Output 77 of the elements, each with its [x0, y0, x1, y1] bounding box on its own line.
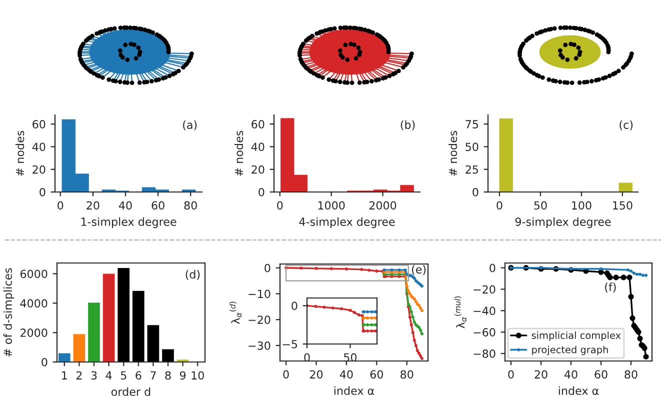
y-tick-label: 6000 — [20, 270, 48, 278]
x-tick-label: 20 — [86, 201, 100, 210]
y-axis-title: # nodes — [16, 130, 24, 176]
y-axis-title: # nodes — [448, 130, 458, 176]
x-tick-label: 8 — [165, 371, 171, 380]
annotation: (b) — [400, 120, 415, 130]
x-tick-label: 60 — [152, 201, 164, 210]
legend-label: simplicial complex — [532, 331, 621, 341]
x-tick-label: 0 — [283, 370, 289, 379]
annotation: (d) — [186, 270, 200, 280]
x-tick-label: 1 — [62, 371, 67, 380]
y-tick-label: 20 — [32, 165, 46, 174]
x-axis-title: index α — [334, 386, 374, 395]
y-tick-label: 40 — [32, 142, 46, 152]
y-tick-label: 0 — [40, 188, 46, 196]
x-tick-label: 3 — [91, 371, 97, 380]
x-tick-label: 7 — [150, 371, 156, 380]
x-tick-label: 80 — [400, 370, 414, 379]
x-tick-label: 80 — [624, 370, 638, 379]
x-tick-label: 40 — [564, 370, 578, 379]
y-tick-label: 2000 — [20, 328, 48, 337]
y-tick-label: −5 — [282, 340, 297, 348]
x-tick-label: 2000 — [369, 201, 396, 210]
x-tick-label: 60 — [370, 370, 383, 379]
x-tick-label: 80 — [184, 201, 197, 210]
x-tick-label: 40 — [340, 370, 353, 379]
annotation: (c) — [620, 120, 633, 130]
y-tick-label: 60 — [32, 120, 46, 128]
x-axis-title: index α — [558, 386, 599, 395]
x-tick-label: 9 — [180, 371, 186, 380]
y-tick-label: 50 — [466, 142, 478, 152]
x-axis-title: 4-simplex degree — [299, 217, 395, 228]
annotation: (e) — [412, 264, 426, 275]
annotation: (a) — [183, 120, 197, 130]
y-tick-label: 25 — [466, 165, 478, 174]
x-tick-label: 20 — [310, 370, 323, 379]
x-tick-label: 150 — [613, 201, 632, 210]
x-tick-label: 0 — [277, 201, 283, 210]
x-tick-label: 5 — [120, 371, 126, 380]
y-tick-label: −40 — [474, 306, 496, 316]
x-tick-label: 2 — [76, 371, 82, 380]
y-tick-label: 4000 — [20, 299, 48, 308]
x-tick-label: 0 — [58, 201, 64, 210]
x-axis-title: order d — [112, 387, 150, 396]
x-tick-label: 4 — [106, 371, 112, 380]
y-tick-label: −20 — [248, 316, 270, 324]
x-tick-label: 60 — [594, 370, 608, 379]
x-tick-label: 50 — [534, 201, 547, 210]
y-tick-label: −30 — [248, 341, 270, 350]
y-axis-title: # nodes — [234, 130, 244, 176]
y-tick-label: −60 — [474, 328, 496, 336]
y-tick-label: 0 — [490, 264, 496, 272]
y-axis-title: λ$_{α}$$^{(mul)}$ — [454, 296, 467, 328]
x-tick-label: 0 — [508, 370, 514, 379]
x-tick-label: 1000 — [318, 201, 345, 210]
x-axis-title: 9-simplex degree — [515, 217, 611, 228]
y-tick-label: 0 — [258, 188, 264, 196]
x-tick-label: 20 — [534, 370, 548, 379]
y-tick-label: 75 — [466, 120, 478, 128]
x-tick-label: 0 — [496, 201, 502, 210]
y-tick-label: −20 — [474, 285, 496, 294]
y-tick-label: 40 — [251, 142, 264, 152]
y-tick-label: 0 — [264, 264, 270, 272]
x-tick-label: 100 — [572, 201, 592, 210]
y-tick-label: 20 — [252, 165, 264, 174]
y-tick-label: −80 — [474, 349, 496, 358]
x-tick-label: 40 — [118, 201, 132, 210]
y-tick-label: 60 — [252, 120, 264, 128]
legend-label: projected graph — [532, 346, 608, 356]
y-axis-title: # of d-simplices — [3, 268, 14, 357]
x-tick-label: 10 — [192, 371, 204, 380]
y-axis-title: λ$_{α}$$^{(d)}$ — [229, 302, 242, 324]
y-tick-label: −10 — [248, 290, 270, 298]
x-axis-title: 1-simplex degree — [81, 217, 176, 228]
annotation: (f) — [605, 282, 616, 293]
x-tick-label: 6 — [136, 371, 142, 380]
y-tick-label: 0 — [472, 188, 478, 196]
